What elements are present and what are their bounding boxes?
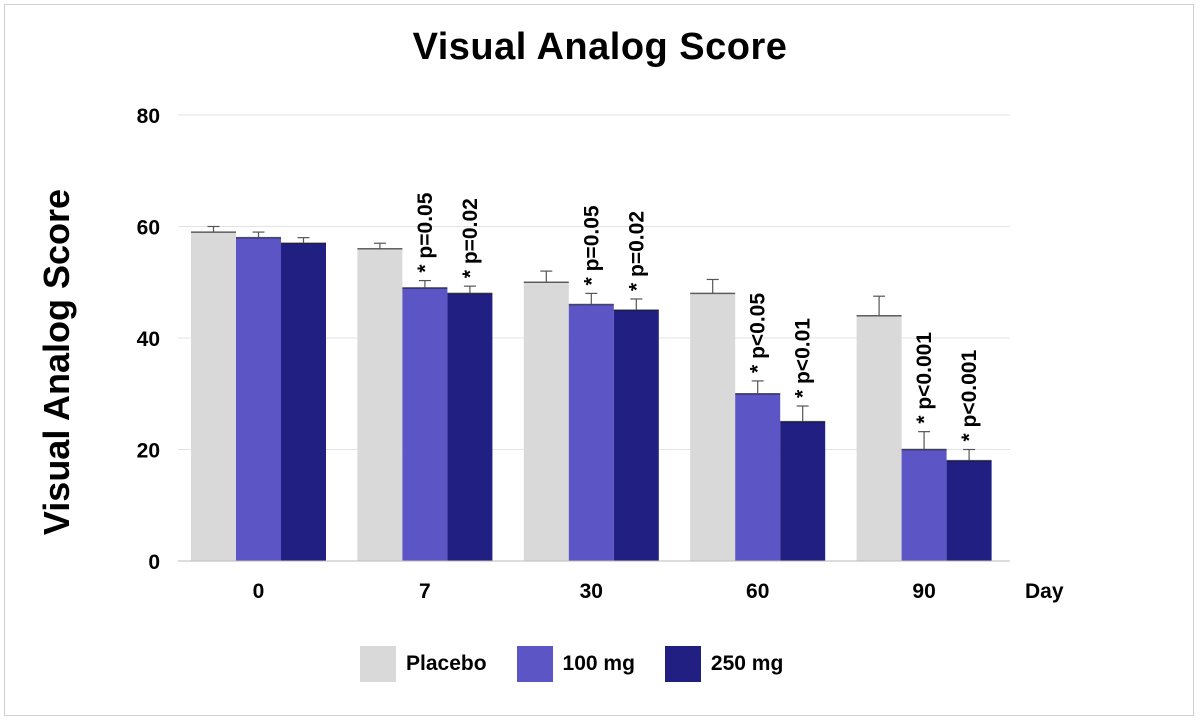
y-tick-label: 60 [137, 217, 160, 240]
legend: Placebo 100 mg 250 mg [360, 646, 813, 682]
bar [281, 243, 326, 561]
x-tick-label: 0 [253, 580, 265, 603]
bar [447, 293, 493, 561]
significance-label: * p=0.02 [625, 211, 648, 291]
legend-label: 250 mg [710, 652, 784, 675]
x-axis-label: Day [1025, 580, 1064, 603]
x-tick-label: 60 [746, 580, 769, 603]
legend-item-100mg: 100 mg [516, 646, 635, 682]
y-tick-label: 40 [137, 328, 160, 351]
y-tick-label: 80 [137, 105, 160, 128]
x-tick-label: 90 [912, 580, 935, 603]
bar [523, 282, 569, 561]
bar [236, 237, 281, 561]
significance-label: * p=0.02 [459, 198, 482, 278]
significance-label: * p<0.001 [913, 332, 936, 424]
bar [735, 393, 781, 561]
bar [780, 421, 826, 561]
bar [613, 310, 659, 561]
legend-label: Placebo [406, 652, 487, 675]
legend-label: 100 mg [562, 652, 635, 675]
bar [191, 232, 236, 561]
significance-label: * p<0.05 [747, 293, 770, 373]
legend-swatch-100mg [516, 646, 553, 682]
legend-swatch-250mg [664, 646, 701, 682]
legend-swatch-placebo [360, 646, 396, 682]
bar [402, 287, 448, 561]
y-tick-label: 20 [137, 440, 160, 463]
x-tick-label: 7 [419, 580, 431, 603]
bar [690, 293, 736, 561]
chart-title: Visual Analog Score [412, 26, 788, 68]
bar [946, 460, 992, 561]
y-tick-label: 0 [148, 551, 160, 574]
significance-label: * p<0.001 [958, 350, 981, 442]
legend-item-placebo: Placebo [360, 646, 487, 682]
significance-label: * p<0.01 [792, 318, 815, 398]
bar [901, 449, 947, 561]
legend-item-250mg: 250 mg [664, 646, 784, 682]
significance-label: * p=0.05 [580, 205, 603, 285]
chart-frame [4, 4, 1194, 716]
x-tick-label: 30 [580, 580, 603, 603]
significance-label: * p=0.05 [414, 192, 437, 272]
bar [568, 304, 614, 561]
bar [357, 248, 403, 562]
bar [856, 315, 902, 561]
